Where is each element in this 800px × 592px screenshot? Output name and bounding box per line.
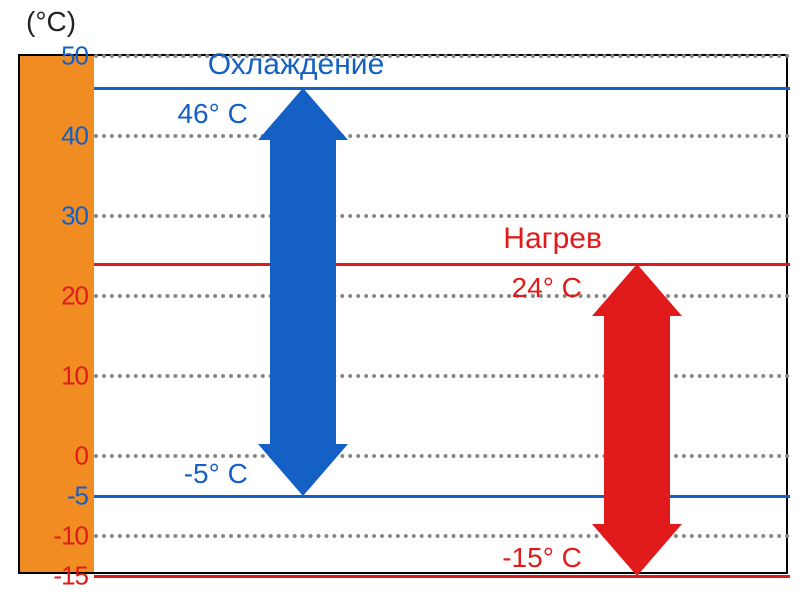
gridline (94, 534, 790, 538)
cooling-bottom-label: -5° C (184, 458, 248, 490)
gridline (94, 294, 790, 298)
plot-area: Охлаждение46° C-5° CНагрев24° C-15° C (94, 56, 790, 572)
gridline (94, 214, 790, 218)
ytick-label: 20 (61, 281, 88, 312)
ytick-label: 10 (61, 361, 88, 392)
y-axis-band: 50403020100-5-10-15 (20, 56, 94, 572)
gridline (94, 134, 790, 138)
range-arrow-icon (592, 264, 682, 576)
range-line-cooling_bottom (94, 495, 790, 498)
heating-bottom-label: -15° C (502, 542, 582, 574)
chart-frame: 50403020100-5-10-15 Охлаждение46° C-5° C… (18, 54, 788, 574)
heating-title: Нагрев (503, 222, 602, 256)
range-line-cooling_top (94, 87, 790, 90)
ytick-label: 0 (75, 441, 88, 472)
cooling-title: Охлаждение (208, 48, 384, 82)
y-axis-unit-label: (°C) (26, 6, 76, 38)
ytick-label: 40 (61, 121, 88, 152)
gridline (94, 374, 790, 378)
ytick-label: 50 (61, 41, 88, 72)
heating-top-label: 24° C (512, 272, 582, 304)
range-line-heating_top (94, 263, 790, 266)
gridline (94, 54, 790, 58)
ytick-label: 30 (61, 201, 88, 232)
cooling-top-label: 46° C (177, 98, 247, 130)
range-arrow-icon (258, 88, 348, 496)
ytick-label: -15 (53, 561, 88, 592)
range-line-heating_bottom (94, 575, 790, 578)
ytick-label: -5 (67, 481, 88, 512)
ytick-label: -10 (53, 521, 88, 552)
